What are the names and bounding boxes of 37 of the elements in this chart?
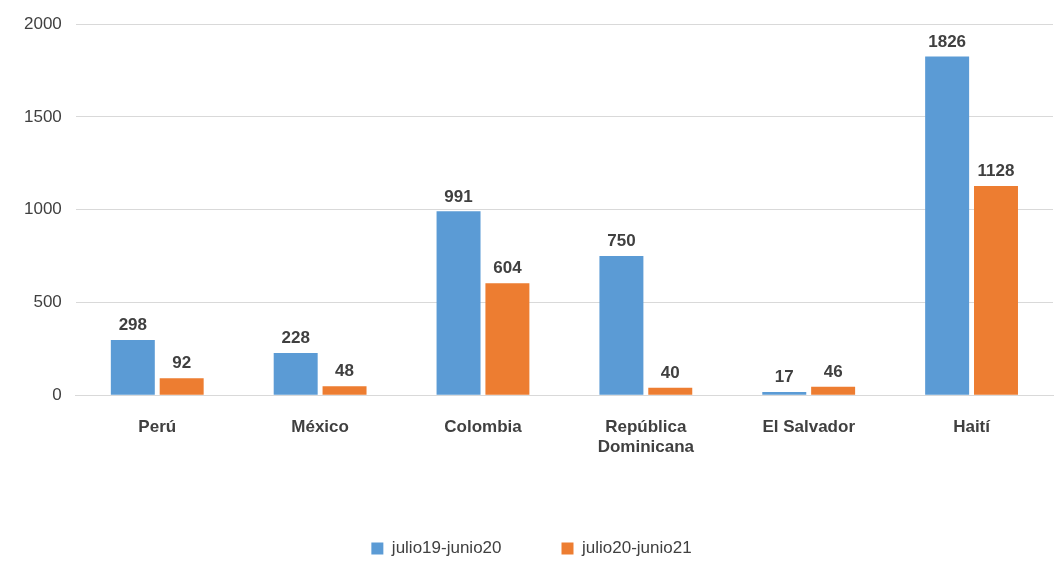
data-label: 750 [607,231,636,251]
bar [159,378,204,395]
bar [110,339,155,395]
data-label: 48 [335,361,354,381]
y-tick-label: 500 [33,292,62,312]
bar [648,387,693,395]
y-tick-label: 1000 [23,199,62,219]
bar [436,211,481,395]
x-tick-label: Colombia [444,417,523,437]
x-tick-label: El Salvador [762,417,856,437]
data-label: 228 [281,328,310,348]
x-tick-label: Haití [953,417,992,437]
x-tick-label: República Dominicana [597,417,695,457]
data-label: 17 [774,367,794,387]
y-tick-label: 1500 [23,106,62,126]
data-label: 92 [172,353,192,373]
bar [925,56,970,395]
bar [762,392,807,395]
data-label: 991 [444,186,473,206]
bar [485,283,530,395]
data-label: 40 [660,362,680,382]
data-label: 604 [493,258,523,278]
y-tick-label: 0 [52,384,62,404]
bar [974,185,1018,395]
legend-label: julio19-junio20 [390,538,502,558]
data-label: 46 [823,361,843,381]
bar [811,386,856,395]
x-tick-label: México [291,417,349,437]
x-tick-label: Perú [138,417,177,437]
legend-label: julio20-junio21 [581,538,692,558]
bar [599,256,644,395]
data-label: 1826 [928,31,967,51]
data-label: 298 [118,315,148,335]
y-tick-label: 2000 [23,13,62,33]
data-label: 1128 [977,161,1015,181]
bar [273,352,318,395]
bar [322,386,367,395]
